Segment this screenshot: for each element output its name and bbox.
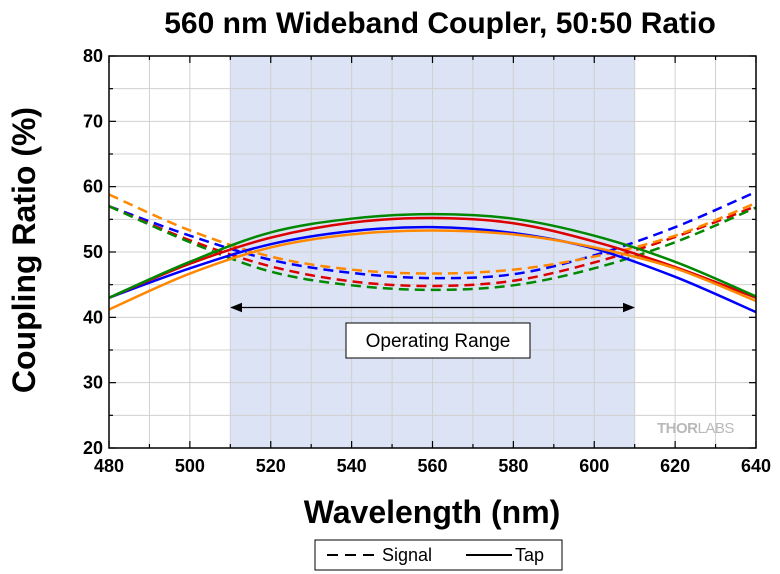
svg-text:THORLABS: THORLABS: [657, 420, 734, 437]
y-tick-label: 70: [83, 111, 103, 131]
legend: Signal Tap: [314, 539, 563, 571]
x-tick-label: 480: [94, 456, 124, 476]
chart-title: 560 nm Wideband Coupler, 50:50 Ratio: [164, 7, 716, 40]
y-tick-label: 60: [83, 177, 103, 197]
thorlabs-watermark: THORLABS: [657, 420, 735, 437]
tap-series-blue: [108, 225, 757, 314]
watermark-labs: LABS: [698, 420, 735, 437]
tap-series-green: [108, 212, 757, 299]
y-tick-label: 50: [83, 242, 103, 262]
y-tick-label: 40: [83, 307, 103, 327]
x-tick-label: 560: [417, 456, 447, 476]
legend-signal-label: Signal: [382, 545, 432, 565]
series-layer: [108, 190, 757, 314]
x-tick-label: 500: [175, 456, 205, 476]
watermark-thor: THOR: [657, 420, 698, 437]
tap-series-orange: [108, 229, 757, 311]
x-tick-label: 580: [498, 456, 528, 476]
operating-range-box: [345, 322, 531, 359]
operating-range-label: Operating Range: [366, 331, 511, 352]
tick-labels: 480 500 520 540 560 580 600 620 640 20 30 40 50 60 70 8…: [83, 46, 771, 476]
signal-series-orange: [108, 193, 757, 275]
plot-area: 480 500 520 540 560 580 600 620 640 20 30 40 50 60 70 8…: [83, 46, 771, 476]
tap-series-red: [108, 216, 757, 299]
x-tick-label: 600: [579, 456, 609, 476]
tick-marks: [108, 55, 757, 449]
legend-box: [314, 539, 563, 571]
signal-series-red: [108, 205, 757, 288]
y-tick-label: 20: [83, 438, 103, 458]
y-tick-label: 80: [83, 46, 103, 66]
y-tick-label: 30: [83, 373, 103, 393]
x-tick-label: 620: [660, 456, 690, 476]
x-tick-label: 540: [337, 456, 367, 476]
legend-tap-label: Tap: [515, 545, 544, 565]
x-axis-label: Wavelength (nm): [304, 494, 561, 530]
grid: [108, 55, 757, 449]
operating-range-annotation: Operating Range: [230, 302, 635, 359]
y-axis-label: Coupling Ratio (%): [6, 107, 42, 393]
x-tick-label: 640: [741, 456, 771, 476]
x-tick-label: 520: [256, 456, 286, 476]
